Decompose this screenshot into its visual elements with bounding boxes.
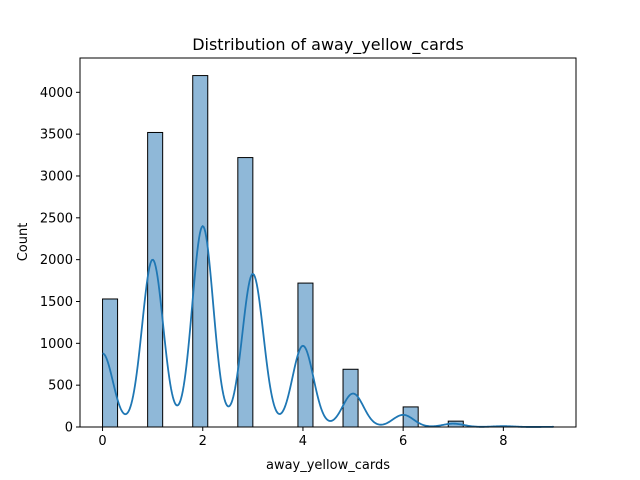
y-tick-label: 3000	[40, 169, 73, 184]
histogram-bar-0	[102, 298, 119, 428]
x-tick-label: 6	[399, 434, 407, 449]
y-axis-ticks: 0 500 1000 1500 2000 2500 3000 3500 4000	[40, 86, 80, 436]
y-axis-label: Count	[16, 223, 31, 262]
histogram-bar-1	[147, 131, 164, 428]
y-tick-label: 4000	[40, 86, 73, 101]
histogram-bar-4	[297, 282, 314, 428]
x-axis-label: away_yellow_cards	[266, 458, 390, 473]
x-tick-label: 4	[299, 434, 307, 449]
x-tick-label: 8	[499, 434, 507, 449]
x-axis-ticks: 0 2 4 6 8	[98, 427, 507, 449]
y-tick-label: 0	[65, 421, 73, 436]
histogram-bar-2	[192, 75, 209, 428]
y-tick-label: 2000	[40, 253, 73, 268]
y-tick-label: 1000	[40, 337, 73, 352]
chart-title: Distribution of away_yellow_cards	[192, 35, 464, 55]
plot-frame	[79, 57, 577, 428]
y-tick-label: 2500	[40, 211, 73, 226]
x-tick-label: 2	[199, 434, 207, 449]
y-tick-label: 3500	[40, 128, 73, 143]
y-tick-label: 500	[48, 379, 73, 394]
histogram-bar-3	[237, 157, 254, 428]
x-tick-label: 0	[98, 434, 106, 449]
y-tick-label: 1500	[40, 295, 73, 310]
histogram-bar-5	[342, 368, 359, 428]
